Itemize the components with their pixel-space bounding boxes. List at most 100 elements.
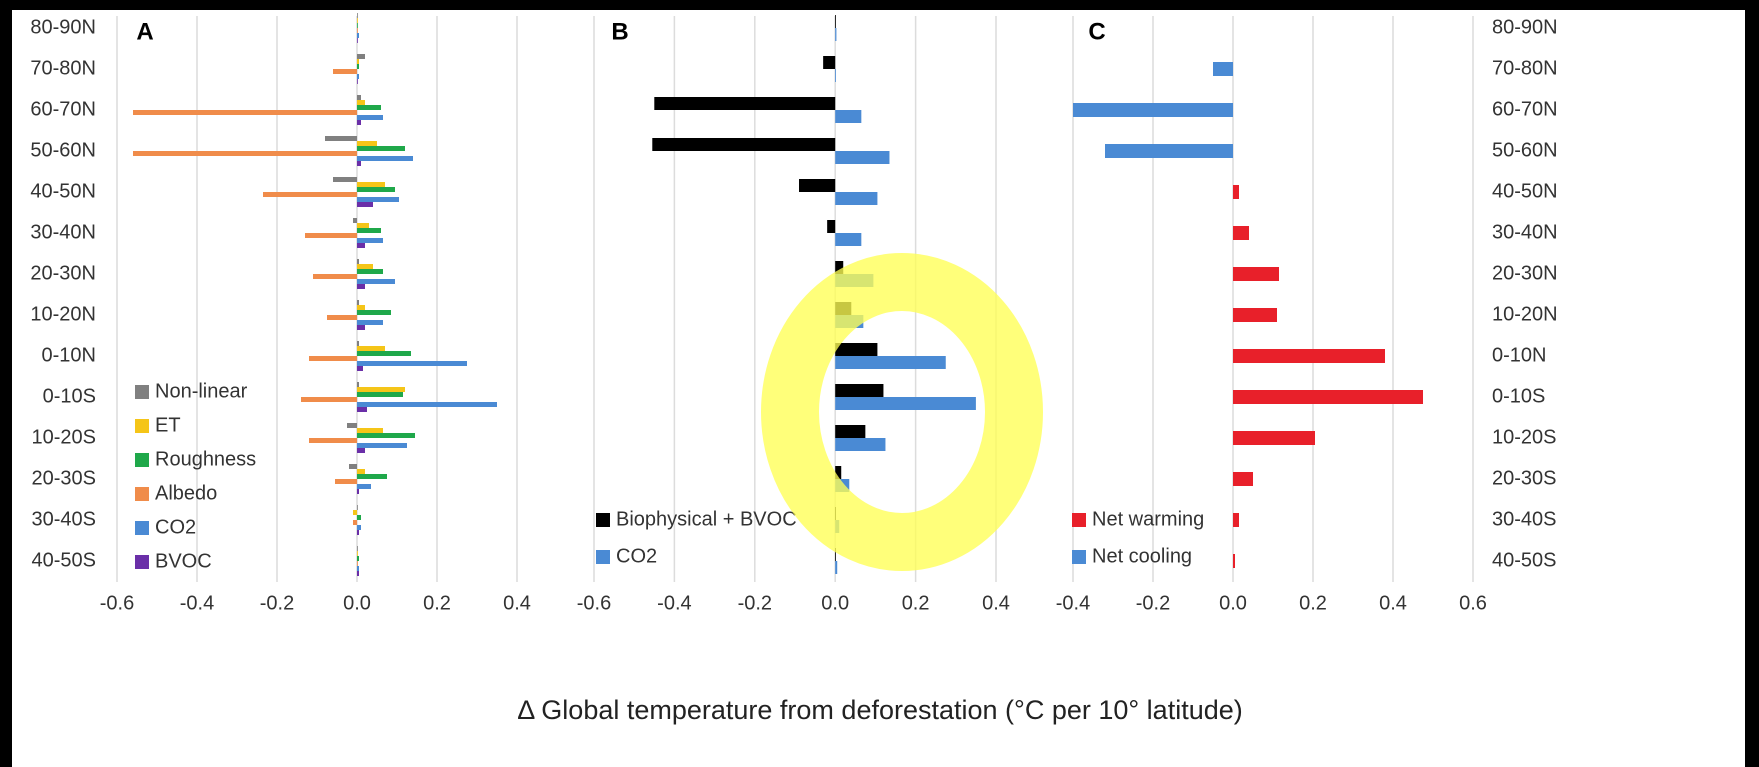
bar bbox=[357, 156, 413, 161]
x-tick-label: -0.2 bbox=[738, 592, 772, 614]
category-label: 30-40S bbox=[1492, 508, 1557, 530]
category-label: 70-80N bbox=[1492, 57, 1558, 79]
bar bbox=[357, 284, 365, 289]
bar bbox=[357, 484, 371, 489]
bar bbox=[357, 382, 359, 387]
bar bbox=[357, 33, 359, 38]
x-tick-label: -0.4 bbox=[180, 592, 214, 614]
bar bbox=[357, 54, 365, 59]
bar bbox=[654, 97, 836, 110]
bar bbox=[357, 59, 359, 64]
x-tick-label: 0.2 bbox=[423, 592, 451, 614]
bar bbox=[835, 466, 842, 479]
bar bbox=[357, 428, 383, 433]
bar bbox=[357, 474, 387, 479]
legend-swatch bbox=[135, 385, 149, 399]
x-tick-label: 0.0 bbox=[1219, 592, 1247, 614]
x-tick-label: 0.0 bbox=[821, 592, 849, 614]
bar bbox=[835, 397, 976, 410]
x-tick-label: -0.4 bbox=[1056, 592, 1090, 614]
category-label: 20-30N bbox=[30, 262, 96, 284]
bar bbox=[357, 325, 365, 330]
category-label: 10-20S bbox=[1492, 426, 1557, 448]
category-label: 20-30S bbox=[1492, 467, 1557, 489]
legend-label: CO2 bbox=[616, 545, 657, 567]
bar bbox=[835, 261, 844, 274]
bar bbox=[309, 356, 357, 361]
bar bbox=[347, 423, 357, 428]
bar bbox=[835, 561, 838, 574]
bar bbox=[357, 387, 405, 392]
category-label: 40-50N bbox=[1492, 180, 1558, 202]
bar bbox=[1233, 267, 1279, 281]
category-label: 60-70N bbox=[30, 98, 96, 120]
legend-label: CO2 bbox=[155, 516, 196, 538]
bar bbox=[263, 192, 357, 197]
bar bbox=[357, 433, 415, 438]
bar bbox=[1233, 308, 1277, 322]
bar bbox=[357, 489, 359, 494]
legend-swatch bbox=[135, 419, 149, 433]
bar bbox=[357, 341, 359, 346]
legend-label: Non-linear bbox=[155, 380, 248, 402]
bar bbox=[335, 479, 357, 484]
x-tick-label: 0.4 bbox=[1379, 592, 1407, 614]
bar bbox=[835, 548, 836, 561]
bar bbox=[357, 115, 383, 120]
category-label: 50-60N bbox=[1492, 139, 1558, 161]
bar bbox=[827, 220, 836, 233]
category-label: 40-50S bbox=[1492, 549, 1557, 571]
legend-label: ET bbox=[155, 414, 181, 436]
legend-swatch bbox=[1072, 513, 1086, 527]
panel-title: B bbox=[611, 18, 628, 45]
bar bbox=[1073, 103, 1233, 117]
legend-swatch bbox=[135, 453, 149, 467]
bar bbox=[357, 197, 399, 202]
bar bbox=[357, 546, 358, 551]
bar bbox=[835, 15, 836, 28]
category-label: 10-20N bbox=[30, 303, 96, 325]
bar bbox=[357, 146, 405, 151]
bar bbox=[357, 402, 497, 407]
bar bbox=[305, 233, 357, 238]
panel-title: A bbox=[136, 18, 153, 45]
bar bbox=[133, 110, 357, 115]
bar bbox=[357, 228, 381, 233]
legend-label: Net cooling bbox=[1092, 545, 1192, 567]
bar bbox=[325, 136, 357, 141]
bar bbox=[357, 264, 373, 269]
x-axis-label: Δ Global temperature from deforestation … bbox=[517, 695, 1242, 725]
bar bbox=[357, 407, 367, 412]
category-label: 70-80N bbox=[30, 57, 96, 79]
bar bbox=[349, 464, 357, 469]
category-label: 80-90N bbox=[1492, 16, 1558, 38]
bar bbox=[357, 269, 383, 274]
bar bbox=[357, 320, 383, 325]
bar bbox=[357, 448, 365, 453]
category-label: 30-40N bbox=[30, 221, 96, 243]
x-tick-label: 0.4 bbox=[503, 592, 531, 614]
x-tick-label: -0.6 bbox=[577, 592, 611, 614]
legend-swatch bbox=[135, 521, 149, 535]
bar bbox=[357, 105, 381, 110]
bar bbox=[835, 343, 878, 356]
category-label: 30-40S bbox=[32, 508, 97, 530]
legend-label: Biophysical + BVOC bbox=[616, 508, 797, 530]
bar bbox=[357, 566, 359, 571]
legend-swatch bbox=[596, 513, 610, 527]
bar bbox=[1105, 144, 1233, 158]
bar bbox=[357, 13, 358, 18]
bar bbox=[835, 151, 890, 164]
bar bbox=[357, 223, 369, 228]
bar bbox=[1233, 349, 1385, 363]
bar bbox=[652, 138, 836, 151]
legend-swatch bbox=[135, 555, 149, 569]
category-label: 80-90N bbox=[30, 16, 96, 38]
category-label: 30-40N bbox=[1492, 221, 1558, 243]
bar bbox=[353, 520, 357, 525]
category-label: 10-20S bbox=[32, 426, 97, 448]
bar bbox=[357, 28, 358, 33]
category-label: 60-70N bbox=[1492, 98, 1558, 120]
